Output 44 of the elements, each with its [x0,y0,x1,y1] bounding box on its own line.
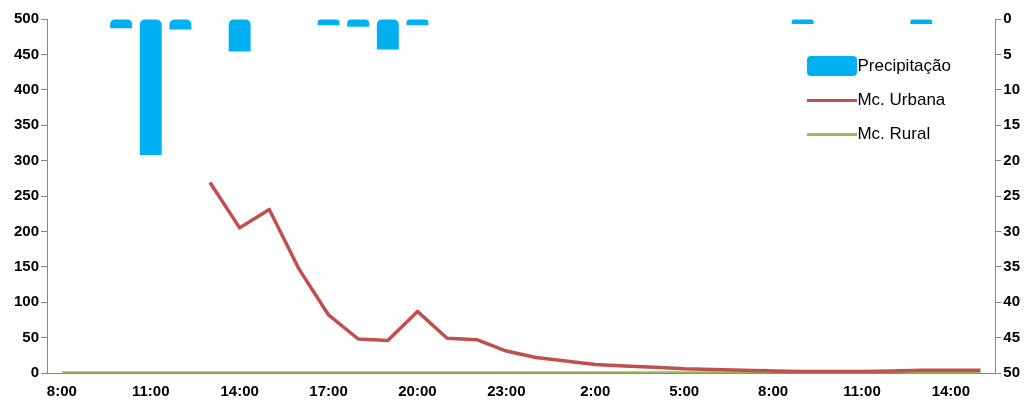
bar [110,19,133,29]
y-tick-label: 250 [14,186,40,204]
bar [791,19,814,24]
x-tick-label: 14:00 [931,382,971,400]
y2-tick-label: 15 [1003,115,1020,133]
y-tick-label: 350 [14,115,40,133]
y-tick-label: 300 [14,150,40,168]
y2-tick-label: 5 [1003,44,1012,62]
y-tick-label: 50 [22,327,40,345]
y2-tick-label: 50 [1003,363,1020,381]
legend-label: Mc. Rural [857,124,931,144]
y2-tick-label: 10 [1003,79,1020,97]
y-tick-label: 100 [14,292,40,310]
y-tick-label: 200 [14,221,40,239]
y2-tick-label: 35 [1003,256,1020,274]
y-tick-label: 150 [14,256,40,274]
y-tick-label: 500 [14,9,40,27]
x-tick-label: 8:00 [758,382,789,400]
y2-tick-label: 40 [1003,292,1020,310]
y2-tick-label: 0 [1003,9,1012,27]
y2-tick-label: 25 [1003,186,1020,204]
x-tick-label: 17:00 [309,382,348,400]
legend-label: Precipitação [857,56,951,76]
bar [347,19,370,27]
x-tick-label: 8:00 [46,382,77,400]
x-tick-label: 5:00 [669,382,700,400]
legend-label: Mc. Urbana [857,90,946,110]
y2-tick-label: 20 [1003,150,1020,168]
x-tick-label: 2:00 [580,382,611,400]
bar [139,19,162,155]
x-tick-label: 14:00 [220,382,259,400]
y2-tick-label: 45 [1003,327,1020,345]
y-tick-label: 0 [30,363,40,381]
bar [228,19,251,52]
x-tick-label: 20:00 [398,382,437,400]
y-tick-label: 450 [14,44,40,62]
x-tick-label: 23:00 [487,382,526,400]
bar [910,19,933,24]
x-tick-label: 11:00 [131,382,170,400]
y2-tick-label: 30 [1003,221,1020,239]
y-tick-label: 400 [14,79,40,97]
bar [376,19,399,50]
x-tick-label: 11:00 [843,382,881,400]
bar [169,19,192,30]
